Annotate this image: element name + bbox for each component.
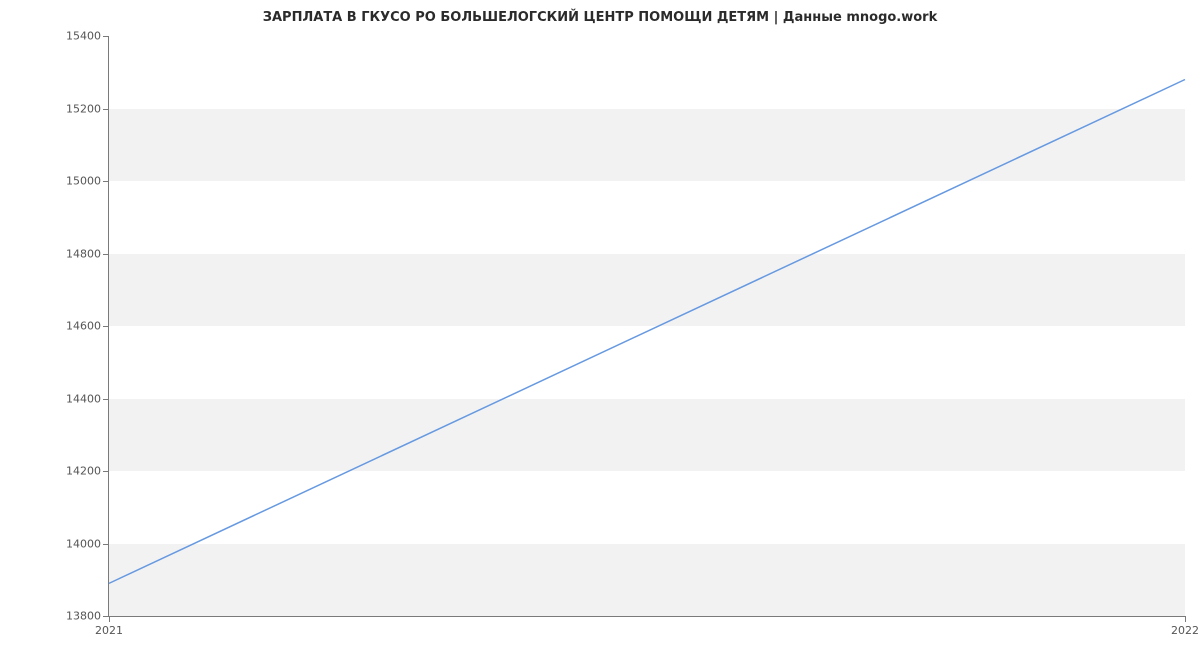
chart-title: ЗАРПЛАТА В ГКУСО РО БОЛЬШЕЛОГСКИЙ ЦЕНТР … (0, 10, 1200, 25)
chart-container: ЗАРПЛАТА В ГКУСО РО БОЛЬШЕЛОГСКИЙ ЦЕНТР … (0, 0, 1200, 650)
y-tick-mark (103, 109, 109, 110)
y-tick-mark (103, 36, 109, 37)
line-layer (109, 36, 1185, 616)
y-tick-mark (103, 544, 109, 545)
y-tick-mark (103, 399, 109, 400)
y-tick-mark (103, 254, 109, 255)
plot-area: 1380014000142001440014600148001500015200… (108, 36, 1185, 617)
x-tick-mark (109, 616, 110, 622)
y-tick-mark (103, 181, 109, 182)
series-line-salary (109, 80, 1185, 584)
y-tick-mark (103, 326, 109, 327)
y-tick-mark (103, 471, 109, 472)
x-tick-mark (1185, 616, 1186, 622)
